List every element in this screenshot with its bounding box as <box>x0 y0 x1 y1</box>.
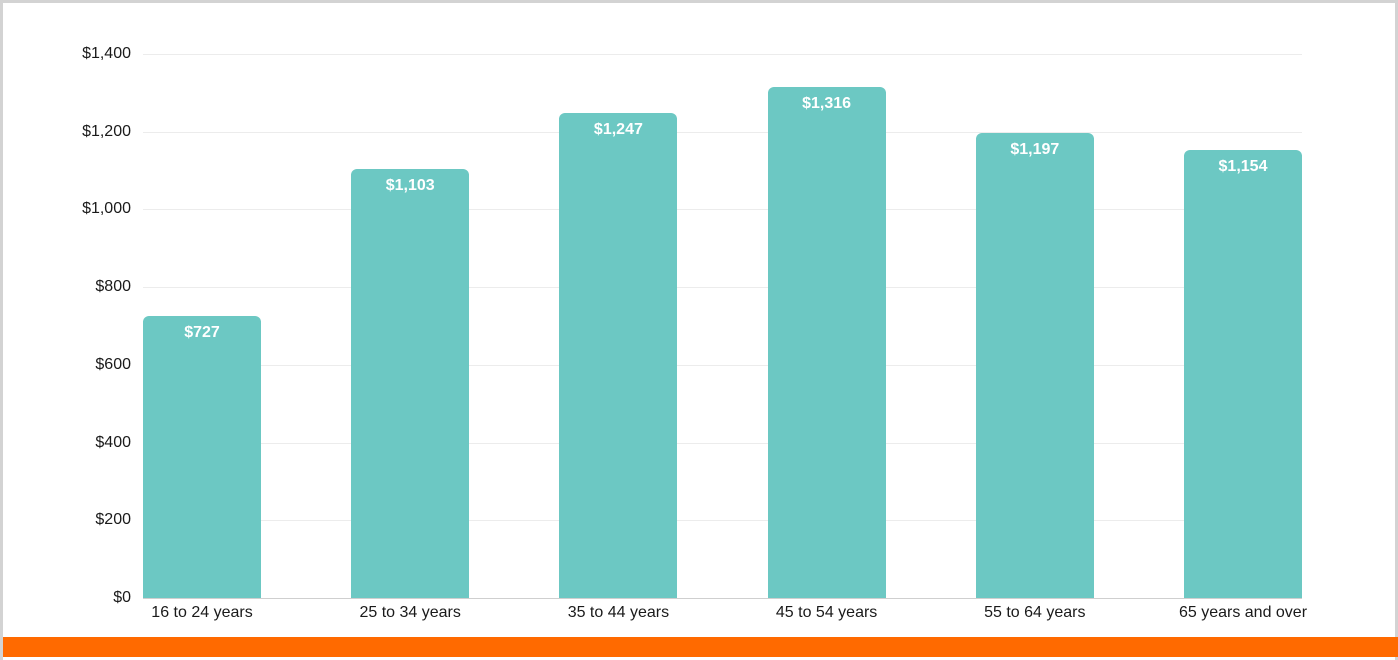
x-tick-label: 65 years and over <box>1178 604 1308 621</box>
x-tick-label: 35 to 44 years <box>567 604 670 621</box>
bar-value-label: $1,154 <box>1218 157 1268 175</box>
bar: $1,154 <box>1184 149 1302 598</box>
bar: $727 <box>143 315 261 598</box>
gridline <box>143 131 1302 133</box>
x-tick-label: 55 to 64 years <box>984 604 1086 621</box>
bar-value-label: $1,103 <box>385 177 435 195</box>
bar: $1,197 <box>975 132 1094 598</box>
y-tick-label: $400 <box>95 433 131 451</box>
gridline <box>143 287 1302 289</box>
bar-value-label: $1,247 <box>593 121 643 139</box>
y-tick-label: $1,000 <box>82 200 131 218</box>
gridline <box>143 520 1302 522</box>
bar-value-label: $727 <box>184 323 220 341</box>
y-tick-label: $0 <box>113 589 131 606</box>
bar: $1,103 <box>351 169 470 598</box>
footer-accent-bar <box>3 637 1398 657</box>
y-tick-label: $200 <box>95 511 131 529</box>
y-tick-label: $800 <box>95 278 131 296</box>
gridline <box>143 364 1302 366</box>
gridline <box>143 442 1302 444</box>
x-tick-label: 45 to 54 years <box>775 604 878 621</box>
y-tick-label: $1,400 <box>82 45 131 62</box>
x-tick-label: 25 to 34 years <box>359 604 461 621</box>
y-tick-label: $1,200 <box>82 122 131 140</box>
gridline <box>143 209 1302 211</box>
x-axis-line <box>143 598 1302 599</box>
bar-value-label: $1,197 <box>1010 140 1060 158</box>
y-tick-label: $600 <box>95 355 131 373</box>
bar-value-label: $1,316 <box>802 94 852 112</box>
gridline <box>143 54 1302 55</box>
bar: $1,316 <box>767 86 886 598</box>
bar: $1,247 <box>559 113 678 598</box>
plot-area: $727 $1,103 $1,247 $1,316 $1,197 $1,154 <box>143 54 1302 599</box>
x-tick-label: 16 to 24 years <box>151 604 253 621</box>
